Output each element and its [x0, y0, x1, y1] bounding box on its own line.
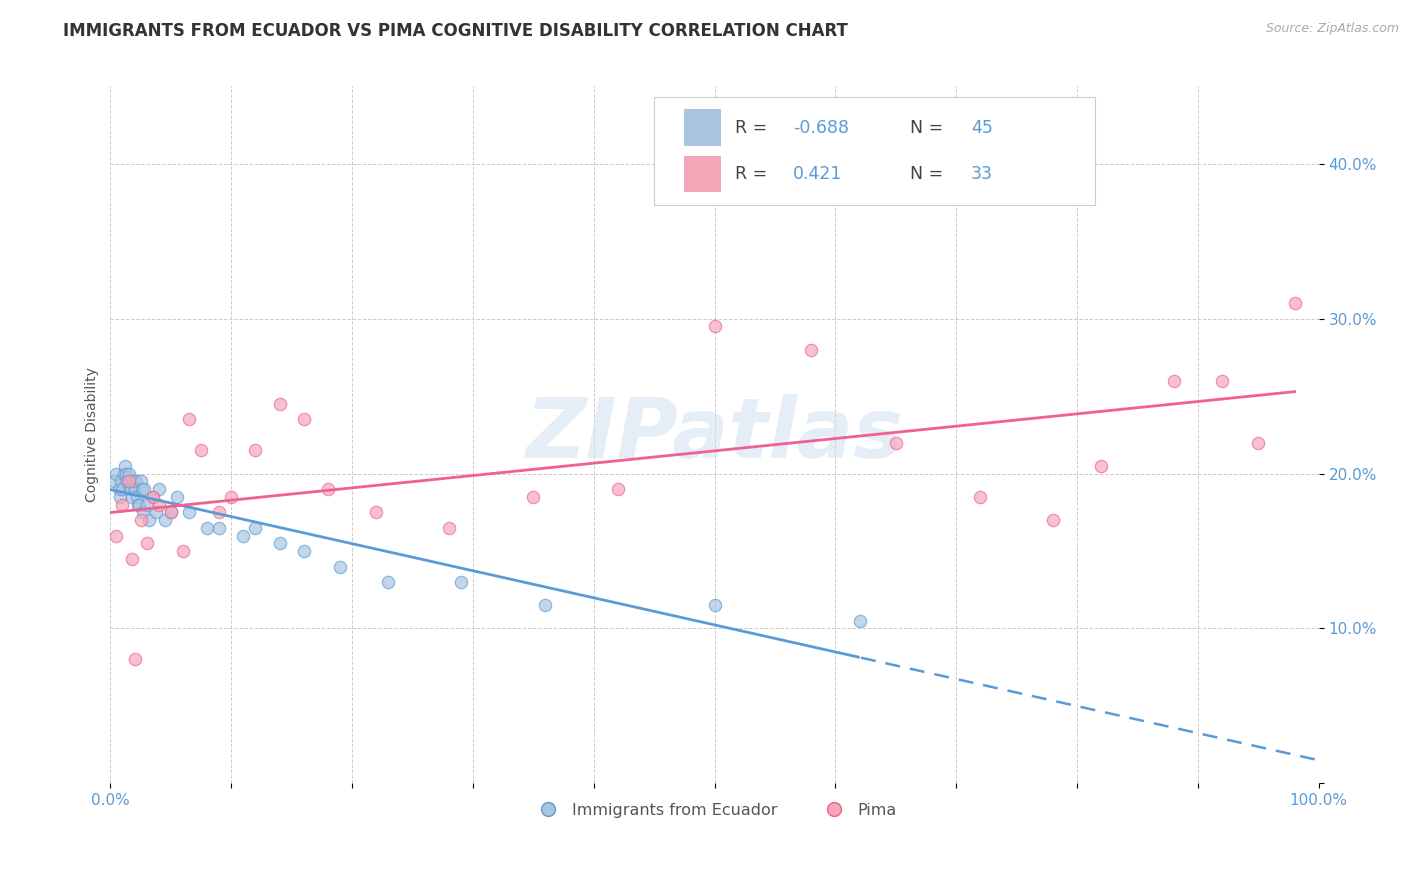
Point [1042, 513, 1064, 527]
Point [177, 412, 200, 426]
Text: Source: ZipAtlas.com: Source: ZipAtlas.com [1265, 22, 1399, 36]
Point [122, 475, 145, 489]
Point [208, 521, 231, 535]
Point [377, 574, 399, 589]
Text: N =: N = [910, 119, 949, 136]
Point [800, 343, 823, 357]
Point [148, 482, 170, 496]
Point [172, 544, 194, 558]
Point [190, 443, 212, 458]
Point [117, 475, 139, 489]
Point [148, 498, 170, 512]
Point [1163, 374, 1185, 388]
Point [134, 482, 156, 496]
Text: 45: 45 [970, 119, 993, 136]
Point [117, 475, 139, 489]
Point [969, 490, 991, 504]
Point [121, 551, 143, 566]
Point [124, 652, 146, 666]
Text: N =: N = [910, 165, 949, 183]
Point [142, 490, 165, 504]
Point [450, 574, 472, 589]
Point [135, 498, 157, 512]
Point [112, 467, 135, 481]
Point [606, 482, 628, 496]
Point [1247, 435, 1270, 450]
Point [118, 482, 141, 496]
Point [145, 505, 167, 519]
Point [522, 490, 544, 504]
Point [120, 482, 142, 496]
Point [219, 490, 242, 504]
Point [142, 490, 165, 504]
Point [1211, 374, 1233, 388]
Point [105, 467, 128, 481]
Point [329, 559, 352, 574]
Point [245, 443, 267, 458]
Point [269, 397, 291, 411]
Point [129, 513, 152, 527]
Text: 0.421: 0.421 [793, 165, 842, 183]
Point [153, 513, 176, 527]
Point [114, 458, 136, 473]
Point [135, 536, 157, 550]
Point [117, 467, 139, 481]
Point [177, 505, 200, 519]
Point [159, 505, 181, 519]
Point [316, 482, 339, 496]
Legend: Immigrants from Ecuador, Pima: Immigrants from Ecuador, Pima [526, 797, 903, 824]
Point [111, 482, 134, 496]
Point [703, 599, 725, 613]
Point [129, 475, 152, 489]
Point [884, 435, 907, 450]
Point [127, 498, 149, 512]
Point [110, 475, 132, 489]
Point [108, 482, 131, 496]
Point [131, 482, 153, 496]
Text: ZIPatlas: ZIPatlas [526, 394, 904, 475]
Point [159, 505, 181, 519]
Point [125, 490, 148, 504]
Point [125, 475, 148, 489]
Text: IMMIGRANTS FROM ECUADOR VS PIMA COGNITIVE DISABILITY CORRELATION CHART: IMMIGRANTS FROM ECUADOR VS PIMA COGNITIV… [63, 22, 848, 40]
Point [103, 475, 125, 489]
Point [232, 528, 254, 542]
Point [115, 467, 138, 481]
Point [124, 482, 146, 496]
Point [128, 498, 150, 512]
Point [1284, 296, 1306, 310]
Point [703, 319, 725, 334]
Point [105, 528, 128, 542]
Text: -0.688: -0.688 [793, 119, 849, 136]
Bar [685, 110, 721, 145]
Text: R =: R = [735, 165, 773, 183]
Point [166, 490, 188, 504]
Point [292, 544, 315, 558]
Point [121, 490, 143, 504]
Point [208, 505, 231, 519]
Point [269, 536, 291, 550]
Point [366, 505, 388, 519]
Text: 33: 33 [970, 165, 993, 183]
Point [437, 521, 460, 535]
Point [534, 599, 557, 613]
Point [195, 521, 218, 535]
Point [292, 412, 315, 426]
Point [138, 513, 160, 527]
Point [848, 614, 870, 628]
Point [108, 490, 131, 504]
Point [1090, 458, 1112, 473]
Point [245, 521, 267, 535]
Y-axis label: Cognitive Disability: Cognitive Disability [86, 368, 100, 502]
FancyBboxPatch shape [654, 97, 1095, 205]
Text: R =: R = [735, 119, 773, 136]
Bar [685, 156, 721, 192]
Point [132, 505, 155, 519]
Point [111, 498, 134, 512]
